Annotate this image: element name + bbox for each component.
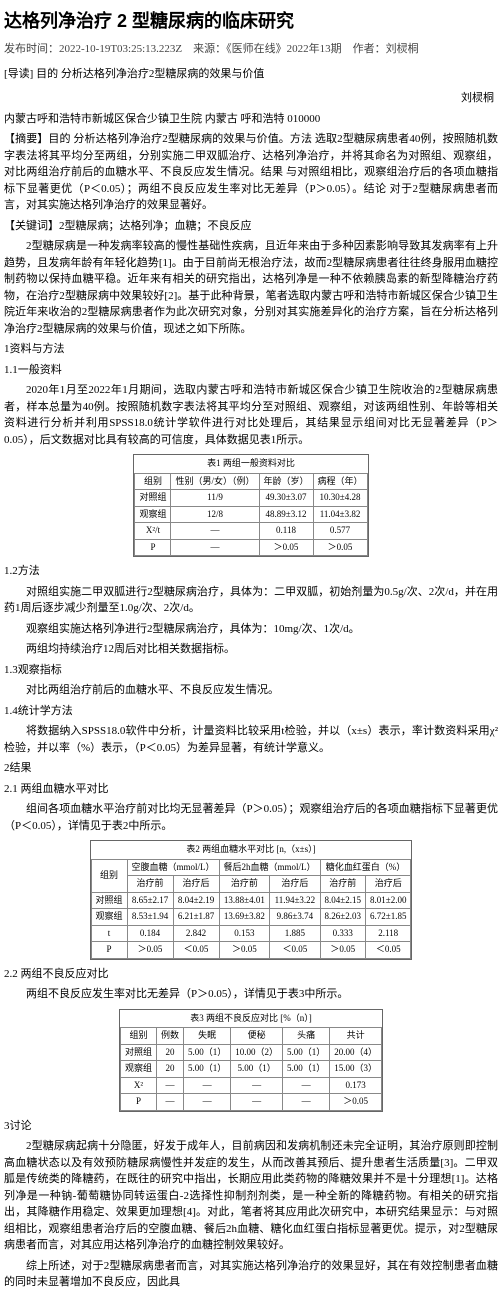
table-3: 表3 两组不良反应对比 [%（n）] 组别 例数 失眠 便秘 头痛 共计 对照组… <box>119 1009 383 1112</box>
section-2: 2结果 <box>0 758 502 779</box>
para-1-2a: 对照组实施二甲双胍进行2型糖尿病治疗，具体为：二甲双胍，初始剂量为0.5g/次、… <box>0 582 502 619</box>
section-2-1: 2.1 两组血糖水平对比 <box>0 779 502 800</box>
t1-h2: 年龄（岁） <box>259 473 313 490</box>
author-label: 作者： <box>353 43 386 55</box>
section-3: 3讨论 <box>0 1116 502 1137</box>
intro-para: 2型糖尿病是一种发病率较高的慢性基础性疾病，且近年来由于多种因素影响导致其发病率… <box>0 236 502 339</box>
keywords: 【关键词】2型糖尿病；达格列净；血糖；不良反应 <box>0 216 502 237</box>
author-name: 刘棂桐 <box>386 43 419 55</box>
para-1-3: 对比两组治疗前后的血糖水平、不良反应发生情况。 <box>0 680 502 701</box>
table-1-title: 表1 两组一般资料对比 <box>134 455 367 473</box>
para-3: 2型糖尿病起病十分隐匿，好发于成年人，目前病因和发病机制还未完全证明，其治疗原则… <box>0 1136 502 1256</box>
source: 《医师在线》2022年13期 <box>226 43 342 55</box>
para-2-2: 两组不良反应发生率对比无差异（P＞0.05），详情见于表3中所示。 <box>0 984 502 1005</box>
section-1-3: 1.3观察指标 <box>0 660 502 681</box>
table-1: 表1 两组一般资料对比 组别 性别（男/女）（例） 年龄（岁） 病程（年） 对照… <box>133 454 368 557</box>
t1-h3: 病程（年） <box>313 473 367 490</box>
para-1-2c: 两组均持续治疗12周后对比相关数据指标。 <box>0 639 502 660</box>
pubtime: 2022-10-19T03:25:13.223Z <box>59 43 182 55</box>
section-1-1: 1.1一般资料 <box>0 360 502 381</box>
section-1-4: 1.4统计学方法 <box>0 701 502 722</box>
table-3-title: 表3 两组不良反应对比 [%（n）] <box>120 1010 382 1028</box>
abstract: 【摘要】目的 分析达格列净治疗2型糖尿病的效果与价值。方法 选取2型糖尿病患者4… <box>0 129 502 216</box>
pubtime-label: 发布时间： <box>4 43 59 55</box>
section-1-2: 1.2方法 <box>0 561 502 582</box>
para-1-2b: 观察组实施达格列净进行2型糖尿病治疗，具体为：10mg/次、1次/d。 <box>0 619 502 640</box>
author-line: 刘棂桐 <box>0 88 502 109</box>
daodu: [导读] 目的 分析达格列净治疗2型糖尿病的效果与价值 <box>0 64 502 89</box>
t1-h0: 组别 <box>135 473 171 490</box>
section-2-2: 2.2 两组不良反应对比 <box>0 964 502 985</box>
table-2: 表2 两组血糖水平对比 [n,（x±s）] 组别 空腹血糖（mmol/L） 餐后… <box>90 840 413 960</box>
paper-title: 达格列净治疗 2 型糖尿病的临床研究 <box>0 0 502 39</box>
para-1-4: 将数据纳入SPSS18.0软件中分析，计量资料比较采用t检验，并以（x±s）表示… <box>0 721 502 758</box>
section-1: 1资料与方法 <box>0 339 502 360</box>
t1-h1: 性别（男/女）（例） <box>171 473 259 490</box>
para-2-1: 组间各项血糖水平治疗前对比均无显著差异（P＞0.05）；观察组治疗后的各项血糖指… <box>0 799 502 836</box>
para-1-1: 2020年1月至2022年1月期间，选取内蒙古呼和浩特市新城区保合少镇卫生院收治… <box>0 380 502 450</box>
affiliation: 内蒙古呼和浩特市新城区保合少镇卫生院 内蒙古 呼和浩特 010000 <box>0 109 502 130</box>
table-2-title: 表2 两组血糖水平对比 [n,（x±s）] <box>91 841 412 859</box>
para-3b: 综上所述，对于2型糖尿病患者而言，对其实施达格列净治疗的效果显好，其在有效控制患… <box>0 1256 502 1293</box>
meta-line: 发布时间：2022-10-19T03:25:13.223Z 来源：《医师在线》2… <box>0 39 502 64</box>
source-label: 来源： <box>193 43 226 55</box>
